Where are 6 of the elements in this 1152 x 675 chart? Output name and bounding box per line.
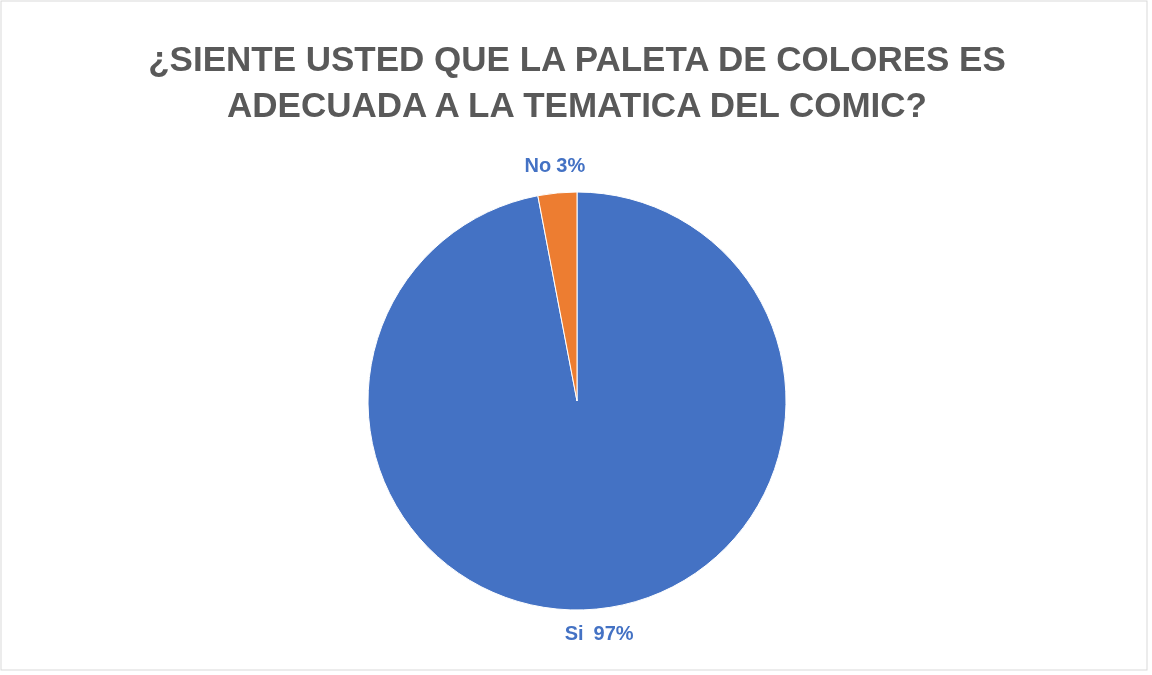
pie-slice <box>367 191 787 611</box>
chart-title: ¿SIENTE USTED QUE LA PALETA DE COLORES ES ADECUADA A LA TEMATICA DEL COMIC? <box>148 39 1006 125</box>
data-label: 97% <box>593 622 634 645</box>
slice-label: Si <box>564 622 584 645</box>
data-label: 3% <box>556 154 586 177</box>
slice-label: No <box>524 154 552 177</box>
